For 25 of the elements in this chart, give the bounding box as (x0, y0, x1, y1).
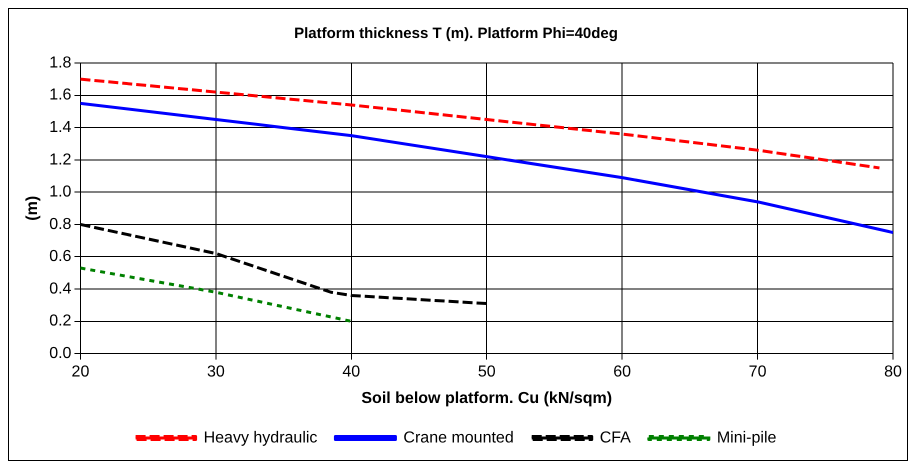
y-tick-label: 0.2 (49, 312, 72, 330)
x-tick-label: 70 (748, 364, 767, 381)
x-tick-label: 20 (72, 364, 90, 381)
x-tick-label: 30 (206, 364, 225, 381)
legend-label: Crane mounted (403, 429, 514, 446)
y-tick-label: 1.0 (49, 184, 72, 201)
y-tick-label: 0.6 (49, 248, 72, 266)
y-tick-label: 0.4 (49, 280, 72, 298)
y-tick-label: 1.6 (49, 86, 72, 104)
line-series (80, 78, 881, 170)
y-tick-label: 1.4 (49, 118, 72, 136)
x-tick-label: 40 (342, 364, 360, 381)
chart-title: Platform thickness T (m). Platform Phi=40deg (294, 25, 618, 42)
x-axis-title: Soil below platform. Cu (kN/sqm) (361, 390, 612, 407)
x-tick-label: 60 (613, 364, 632, 381)
legend-label: Mini-pile (716, 429, 777, 446)
legend-label: Heavy hydraulic (204, 429, 318, 446)
y-tick-label: 0.8 (49, 216, 72, 233)
y-tick-label: 1.2 (49, 151, 72, 168)
x-tick-label: 80 (884, 364, 902, 381)
y-tick-label: 0.0 (49, 345, 72, 362)
y-tick-label: 1.8 (49, 54, 72, 72)
legend-label: CFA (600, 429, 632, 446)
x-tick-label: 50 (478, 364, 496, 381)
y-axis-title: (m) (24, 196, 42, 221)
